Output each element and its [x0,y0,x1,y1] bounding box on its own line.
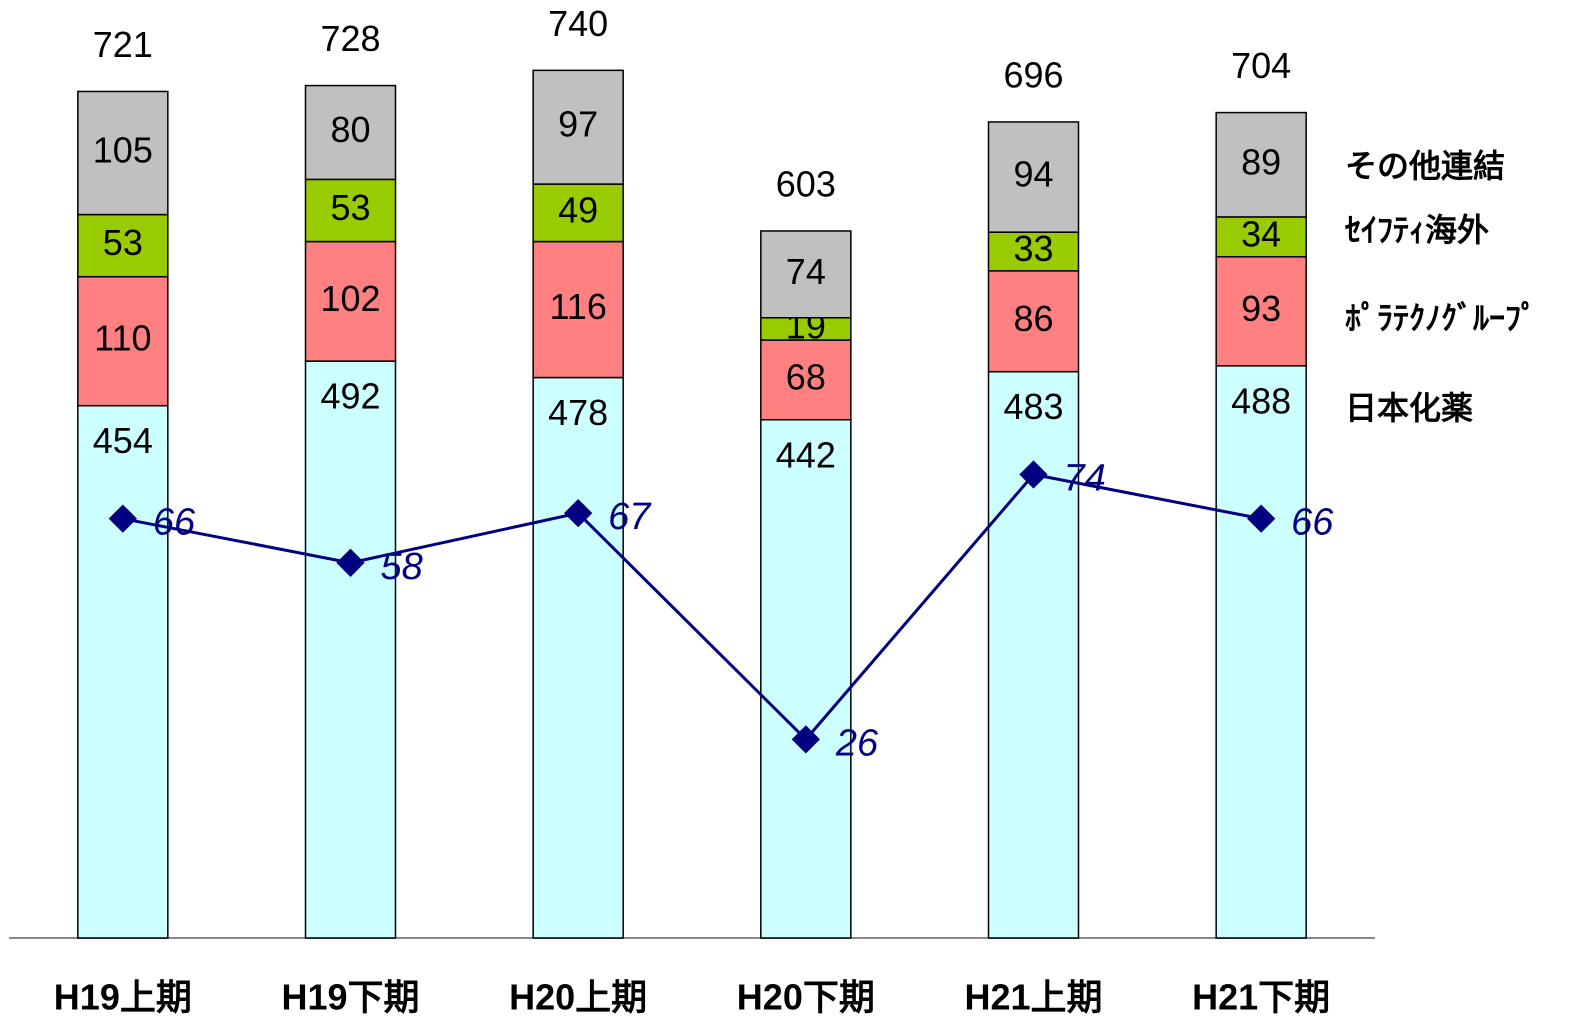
data-label: 86 [1013,298,1053,339]
bar-segment [304,84,397,181]
data-label: 53 [330,187,370,228]
line-label: 58 [381,546,423,588]
bar-segment [532,376,624,939]
bar-segment [760,339,852,421]
bar-segment [77,213,169,278]
bar-segment [987,231,1080,272]
total-label: 721 [93,24,153,65]
legend-label: ｾｲﾌﾃｨ海外 [1344,211,1489,249]
data-label: 492 [320,376,380,417]
x-tick-label: H19上期 [54,977,192,1018]
x-tick-label: H21上期 [964,977,1102,1018]
bar-segment [304,240,397,362]
total-label: 704 [1231,45,1291,86]
data-label: 110 [94,318,151,359]
data-label: 74 [786,251,826,292]
x-tick-label: H20下期 [737,977,875,1018]
bar-segment [760,419,852,939]
bar-segment [1215,256,1307,367]
x-tick-label: H19下期 [281,977,419,1018]
bar-segment [304,360,397,939]
total-label: 696 [1003,54,1063,95]
data-label: 80 [330,109,370,150]
bar-segment [77,275,169,407]
data-label: 49 [558,189,598,230]
line-marker [791,725,820,754]
legend-label: その他連結 [1345,147,1505,185]
bar-segment [987,270,1080,373]
data-label: 68 [786,356,826,397]
bar-segment [1215,111,1307,218]
line-label: 66 [1291,502,1334,544]
data-label: 454 [93,420,153,461]
line-label: 66 [153,502,196,544]
data-label: 102 [320,278,380,319]
data-label: 53 [103,222,143,263]
total-label: 728 [320,18,380,59]
bar-segment [1215,365,1307,939]
data-label: 94 [1013,154,1053,195]
line-label: 26 [835,722,879,764]
line-marker [336,548,365,577]
bar-segment [1215,216,1307,258]
line-series [122,472,1262,742]
data-label: 483 [1003,386,1063,427]
total-label: 603 [776,163,836,204]
bar-segment [304,178,397,243]
x-tick-label: H20上期 [509,977,647,1018]
data-label: 34 [1241,213,1281,254]
bar-segment [987,121,1080,233]
line-marker [564,498,593,528]
legend-label: ﾎﾟﾗﾃｸﾉｸﾞﾙｰﾌﾟ [1345,299,1537,337]
data-label: 33 [1013,228,1053,269]
data-label: 89 [1241,141,1281,182]
bar-segment [760,230,852,319]
line-marker [1019,460,1048,489]
data-label: 488 [1231,380,1291,421]
x-tick-label: H21下期 [1192,977,1330,1018]
data-label: 442 [776,434,836,475]
data-label: 116 [549,286,606,327]
line-label: 67 [608,496,652,538]
data-label: 93 [1241,288,1281,329]
bar-segment [532,240,624,379]
line-marker [1247,504,1276,533]
bar-segment [532,183,624,243]
bar-segment [532,69,624,185]
total-label: 740 [548,3,608,44]
bar-segment [77,90,169,216]
data-label: 97 [558,104,598,145]
legend-label: 日本化薬 [1345,389,1473,427]
bar-segment [77,404,169,939]
data-label: 105 [93,130,153,171]
data-label: 478 [548,392,608,433]
line-label: 74 [1064,458,1106,500]
